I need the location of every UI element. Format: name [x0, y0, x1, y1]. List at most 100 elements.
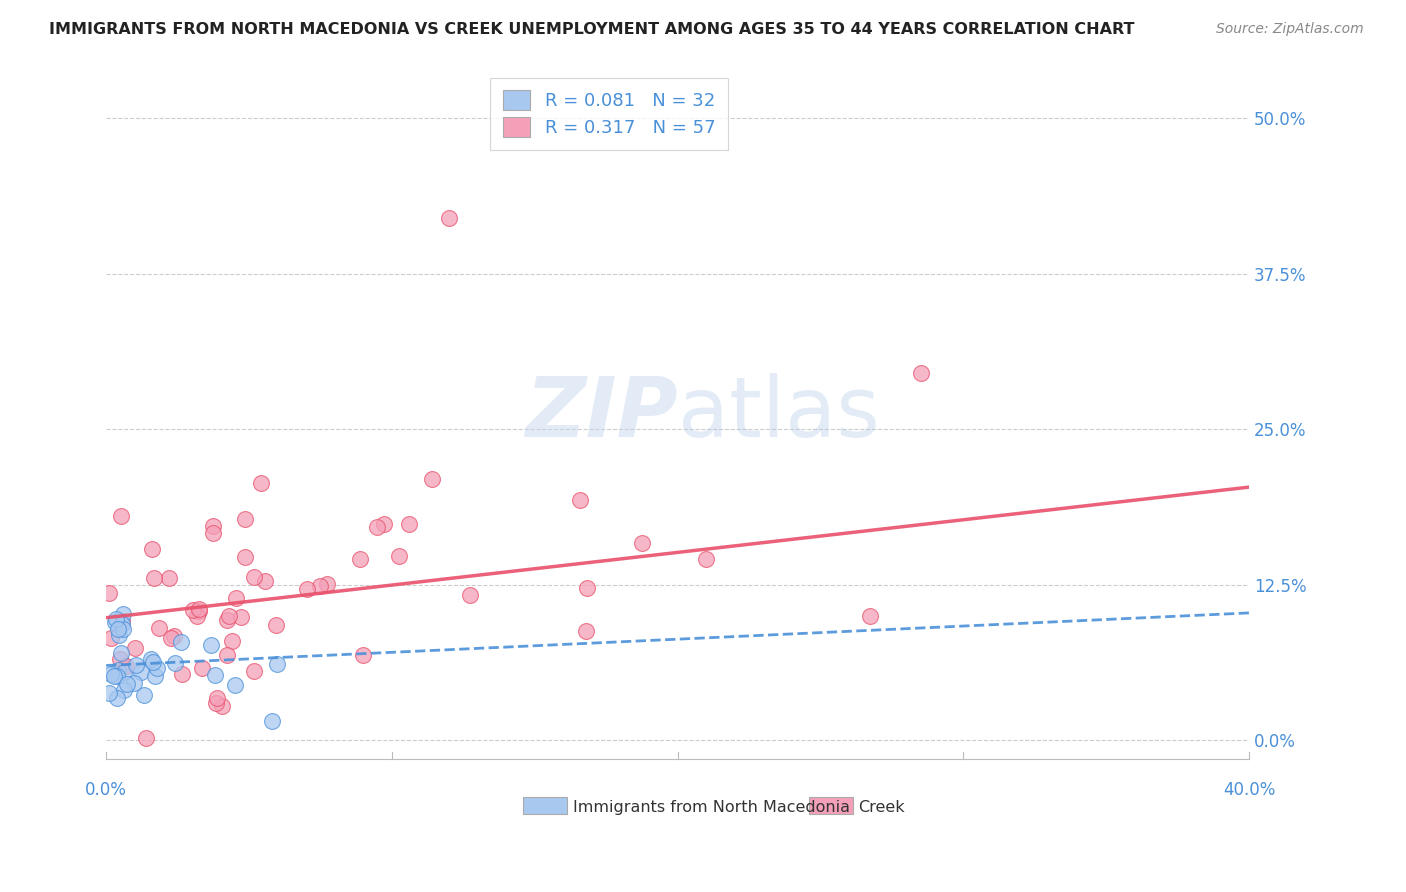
Point	[201, 519, 224, 533]
Point	[695, 552, 717, 566]
Point	[233, 512, 256, 526]
Point	[111, 607, 134, 621]
Point	[233, 549, 256, 564]
Point	[215, 648, 238, 662]
Point	[266, 657, 288, 671]
Point	[297, 582, 319, 596]
Point	[170, 635, 193, 649]
Point	[250, 475, 273, 490]
Point	[103, 668, 125, 682]
Point	[112, 665, 135, 680]
Point	[165, 656, 187, 670]
Text: 0.0%: 0.0%	[86, 781, 127, 799]
Point	[187, 602, 209, 616]
Text: Source: ZipAtlas.com: Source: ZipAtlas.com	[1216, 22, 1364, 37]
Point	[188, 604, 211, 618]
Point	[142, 655, 165, 669]
Point	[148, 621, 170, 635]
Point	[135, 731, 157, 745]
Point	[139, 651, 162, 665]
Point	[170, 666, 193, 681]
Point	[143, 669, 166, 683]
Point	[243, 570, 266, 584]
Point	[111, 616, 134, 631]
Point	[575, 624, 598, 638]
Point	[191, 661, 214, 675]
Point	[254, 574, 277, 588]
Point	[225, 591, 247, 605]
Text: Immigrants from North Macedonia: Immigrants from North Macedonia	[572, 800, 849, 814]
Point	[125, 657, 148, 672]
Point	[264, 618, 287, 632]
Point	[204, 668, 226, 682]
Point	[398, 516, 420, 531]
Point	[112, 682, 135, 697]
Point	[157, 571, 180, 585]
Point	[316, 576, 339, 591]
Point	[186, 609, 208, 624]
Point	[569, 492, 592, 507]
Text: ZIP: ZIP	[524, 373, 678, 454]
Point	[104, 615, 127, 629]
Point	[218, 608, 240, 623]
Point	[115, 677, 138, 691]
Point	[112, 623, 135, 637]
Point	[98, 586, 121, 600]
Point	[373, 517, 395, 532]
Point	[146, 661, 169, 675]
Point	[110, 647, 132, 661]
Point	[366, 520, 388, 534]
Text: 40.0%: 40.0%	[1223, 781, 1275, 799]
Point	[262, 714, 284, 728]
Point	[202, 526, 225, 541]
Point	[243, 664, 266, 678]
Point	[858, 609, 880, 624]
Text: atlas: atlas	[678, 373, 879, 454]
Point	[910, 367, 932, 381]
Point	[105, 690, 128, 705]
Point	[129, 665, 152, 679]
FancyBboxPatch shape	[523, 797, 567, 814]
Point	[207, 691, 229, 706]
Point	[104, 612, 127, 626]
Point	[181, 603, 204, 617]
Point	[388, 549, 411, 564]
Point	[224, 678, 246, 692]
Point	[231, 610, 253, 624]
Point	[437, 211, 460, 225]
Text: Creek: Creek	[858, 800, 905, 814]
Point	[575, 581, 598, 595]
Point	[122, 676, 145, 690]
Point	[221, 634, 243, 648]
Point	[420, 472, 443, 486]
Point	[108, 628, 131, 642]
Point	[211, 699, 233, 714]
Point	[107, 622, 129, 636]
Point	[200, 638, 222, 652]
Point	[163, 629, 186, 643]
Legend: R = 0.081   N = 32, R = 0.317   N = 57: R = 0.081 N = 32, R = 0.317 N = 57	[491, 78, 728, 150]
Point	[349, 552, 371, 566]
Point	[132, 689, 155, 703]
FancyBboxPatch shape	[808, 797, 852, 814]
Point	[105, 668, 128, 682]
Point	[205, 696, 228, 710]
Point	[100, 666, 122, 681]
Point	[108, 652, 131, 666]
Point	[124, 640, 146, 655]
Point	[309, 579, 332, 593]
Point	[98, 686, 121, 700]
Point	[458, 588, 481, 602]
Point	[111, 614, 134, 628]
Point	[110, 509, 132, 524]
Point	[352, 648, 374, 662]
Point	[107, 663, 129, 677]
Point	[215, 613, 238, 627]
Text: IMMIGRANTS FROM NORTH MACEDONIA VS CREEK UNEMPLOYMENT AMONG AGES 35 TO 44 YEARS : IMMIGRANTS FROM NORTH MACEDONIA VS CREEK…	[49, 22, 1135, 37]
Point	[143, 571, 166, 585]
Point	[630, 536, 652, 550]
Point	[141, 541, 163, 556]
Point	[160, 631, 183, 645]
Point	[114, 658, 136, 673]
Point	[100, 631, 122, 645]
